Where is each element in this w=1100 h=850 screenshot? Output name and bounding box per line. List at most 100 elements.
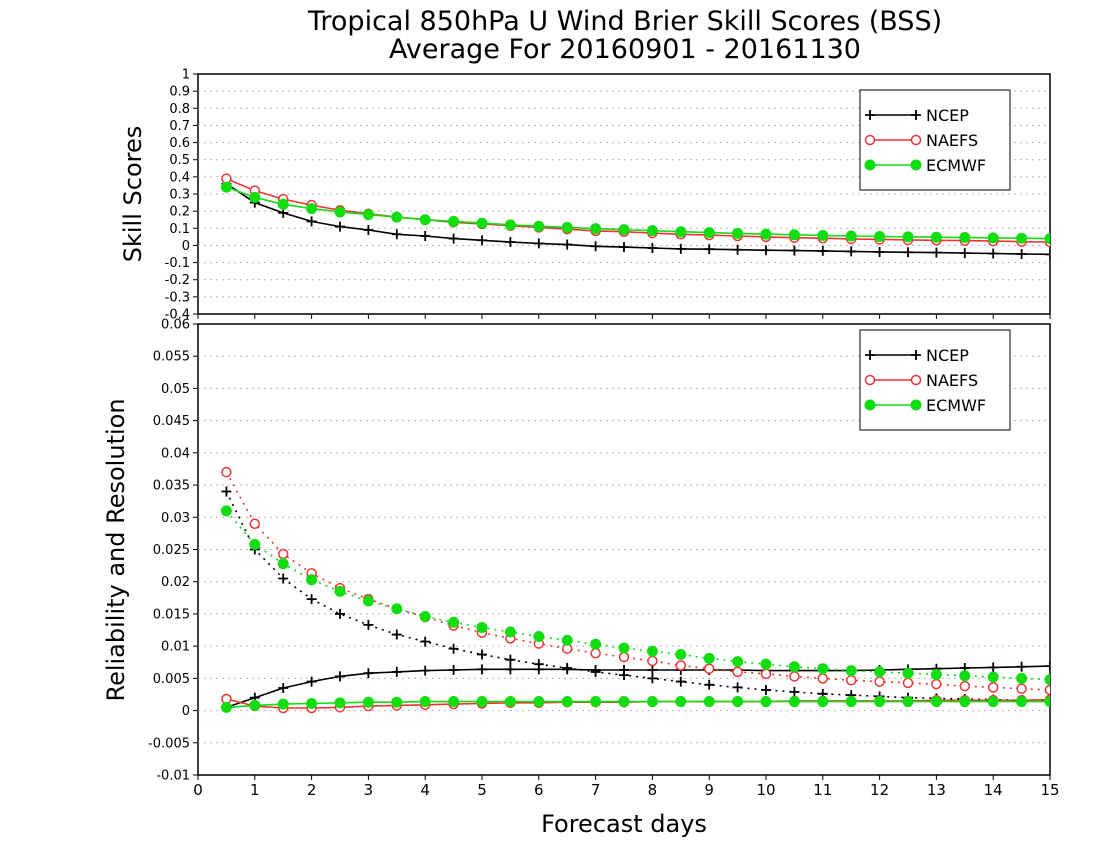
data-point — [391, 666, 402, 677]
data-point — [817, 673, 829, 684]
data-point — [335, 608, 345, 619]
data-point — [590, 666, 601, 677]
y-tick-label: 0.055 — [153, 350, 190, 365]
data-point — [761, 245, 771, 256]
y-tick-label: 0.03 — [161, 511, 190, 526]
data-point — [902, 677, 914, 689]
data-point — [647, 243, 658, 253]
chart-title-line1: Tropical 850hPa U Wind Brier Skill Score… — [307, 6, 942, 37]
data-point — [476, 217, 488, 229]
data-point — [419, 611, 431, 623]
data-point — [590, 696, 602, 708]
chart-title-line2: Average For 20160901 - 20161130 — [389, 34, 861, 65]
y-tick-label: -0.4 — [165, 308, 190, 323]
legend-label-ecmwf: ECMWF — [926, 156, 986, 175]
data-point — [647, 655, 658, 667]
data-point — [249, 191, 261, 203]
data-point — [845, 230, 857, 242]
legend-marker — [864, 399, 876, 411]
x-tick-label: 3 — [364, 781, 374, 799]
reliability-resolution-panel: -0.01 -0.005 0 0.005 0.01 0.015 0.02 0.025 0.03 0… — [148, 318, 1059, 800]
data-point — [277, 198, 289, 210]
y-tick-label: 0.7 — [169, 119, 190, 134]
series-ecmwf — [220, 696, 1050, 713]
skill-scores-panel: -0.4 -0.3 -0.2 -0.1 0 0.1 0.2 0.3 0.4 0.5 0.6 0.7 0.… — [165, 68, 1051, 323]
legend-marker — [864, 374, 876, 386]
y-tick-label: -0.2 — [165, 273, 190, 288]
data-point — [504, 696, 516, 708]
y-tick-label: 0.035 — [153, 479, 190, 494]
y-tick-label: 0.4 — [169, 170, 190, 185]
data-point — [419, 696, 431, 708]
data-point — [391, 629, 402, 640]
data-point — [391, 229, 402, 240]
x-tick-label: 2 — [307, 781, 317, 799]
data-point — [874, 696, 886, 708]
data-point — [675, 696, 687, 708]
data-point — [221, 486, 232, 497]
data-point — [704, 244, 715, 255]
data-point — [930, 696, 942, 708]
data-point — [845, 675, 857, 686]
data-point — [448, 696, 460, 708]
y-tick-label: 0.02 — [161, 575, 190, 590]
data-point — [817, 229, 829, 241]
data-point — [391, 211, 403, 223]
data-point — [504, 626, 516, 638]
data-point — [420, 665, 431, 676]
data-point — [477, 649, 487, 660]
data-point — [703, 696, 715, 708]
data-point — [533, 659, 544, 670]
legend-marker — [911, 350, 921, 360]
data-point — [675, 243, 686, 254]
y-tick-label: 0.05 — [161, 382, 190, 397]
data-point — [930, 668, 942, 680]
legend-marker — [910, 399, 922, 411]
legend-marker — [865, 110, 875, 120]
legend-marker — [911, 110, 921, 120]
x-tick-label: 13 — [927, 781, 946, 799]
data-point — [533, 220, 545, 232]
data-point — [1044, 674, 1050, 686]
y-tick-label: 0.005 — [153, 672, 190, 687]
data-point — [760, 668, 772, 680]
legend-marker — [864, 134, 876, 146]
data-point — [788, 661, 800, 673]
data-point — [988, 248, 999, 259]
data-point — [1044, 696, 1050, 708]
data-point — [931, 247, 942, 258]
top-y-axis-label: Skill Scores — [119, 126, 147, 263]
legend-label-naefs: NAEFS — [926, 131, 978, 150]
data-point — [363, 668, 374, 679]
legend: NCEP NAEFS ECMWF — [859, 329, 1011, 431]
data-point — [334, 697, 346, 709]
data-point — [1016, 249, 1027, 259]
legend-marker — [865, 350, 875, 360]
y-tick-label: 0.04 — [161, 446, 190, 461]
y-tick-label: 0.045 — [153, 414, 190, 429]
y-tick-label: -0.005 — [148, 736, 190, 751]
y-tick-label: 0.015 — [153, 607, 190, 622]
data-point — [334, 206, 346, 218]
series-line — [225, 491, 1050, 702]
y-tick-label: 1 — [182, 68, 190, 83]
data-point — [789, 686, 800, 697]
data-point — [675, 676, 686, 687]
data-point — [647, 664, 658, 675]
data-point — [533, 238, 544, 249]
x-axis-label: Forecast days — [541, 810, 707, 838]
data-point — [590, 638, 602, 650]
data-point — [1016, 696, 1028, 708]
data-point — [618, 696, 630, 708]
y-tick-label: -0.01 — [156, 769, 190, 784]
data-point — [335, 671, 345, 682]
data-point — [306, 216, 317, 227]
data-point — [760, 658, 772, 670]
x-tick-label: 11 — [813, 781, 832, 799]
series-ecmwf-dotted — [220, 505, 1050, 686]
data-point — [647, 673, 658, 684]
x-tick-label: 5 — [477, 781, 487, 799]
series-line — [225, 471, 1050, 691]
x-tick-label: 12 — [870, 781, 889, 799]
data-point — [249, 538, 261, 550]
